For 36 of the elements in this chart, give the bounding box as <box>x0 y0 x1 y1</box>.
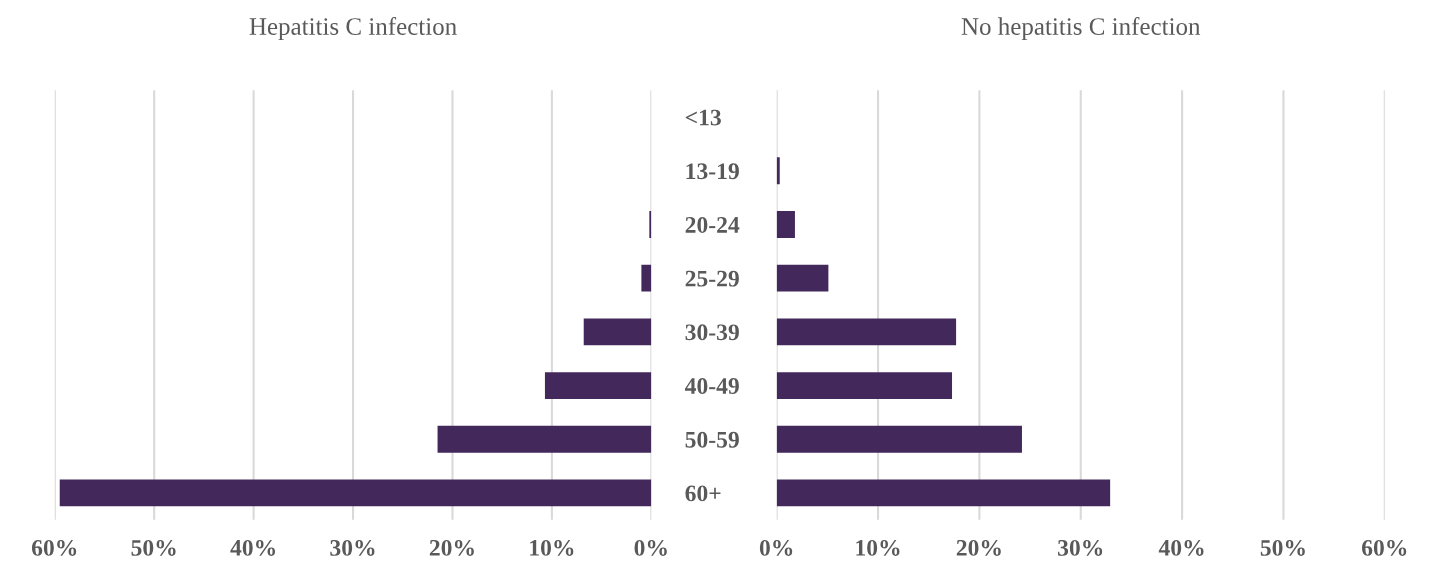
x-tick-label: 20% <box>956 539 1001 556</box>
chart-title: Hepatitis C infection <box>249 17 457 41</box>
x-tick-label: 30% <box>1058 539 1103 556</box>
bar <box>776 264 829 292</box>
y-tick-label: 40-49 <box>684 378 739 394</box>
bar <box>776 479 1111 507</box>
bar <box>776 211 795 238</box>
y-tick-label: <13 <box>685 109 721 126</box>
y-tick-label: 60+ <box>685 485 721 502</box>
bar <box>776 372 953 399</box>
x-tick-label: 60% <box>31 539 77 556</box>
x-tick-label: 50% <box>131 539 176 556</box>
y-tick-label: 50-59 <box>685 431 739 448</box>
x-tick-label: 10% <box>856 539 900 556</box>
bar <box>641 264 652 292</box>
x-tick-label: 60% <box>1362 539 1407 556</box>
bar <box>776 157 780 185</box>
bar <box>544 372 652 399</box>
bar <box>583 318 652 346</box>
bar <box>59 479 652 507</box>
x-tick-label: 0% <box>759 539 793 556</box>
x-tick-label: 0% <box>634 539 667 556</box>
x-tick-label: 40% <box>230 539 276 556</box>
y-tick-label: 25-29 <box>685 270 739 287</box>
x-tick-label: 50% <box>1260 539 1305 556</box>
x-tick-label: 20% <box>429 539 474 556</box>
bar <box>776 318 957 346</box>
chart-title: No hepatitis C infection <box>961 17 1201 41</box>
bar <box>776 425 1022 453</box>
x-tick-label: 30% <box>330 539 375 556</box>
bar <box>437 425 652 453</box>
y-tick-label: 20-24 <box>685 216 740 233</box>
x-tick-label: 40% <box>1158 539 1204 556</box>
x-tick-label: 10% <box>530 539 574 556</box>
y-tick-label: 13-19 <box>686 163 739 180</box>
y-tick-label: 30-39 <box>685 324 739 341</box>
